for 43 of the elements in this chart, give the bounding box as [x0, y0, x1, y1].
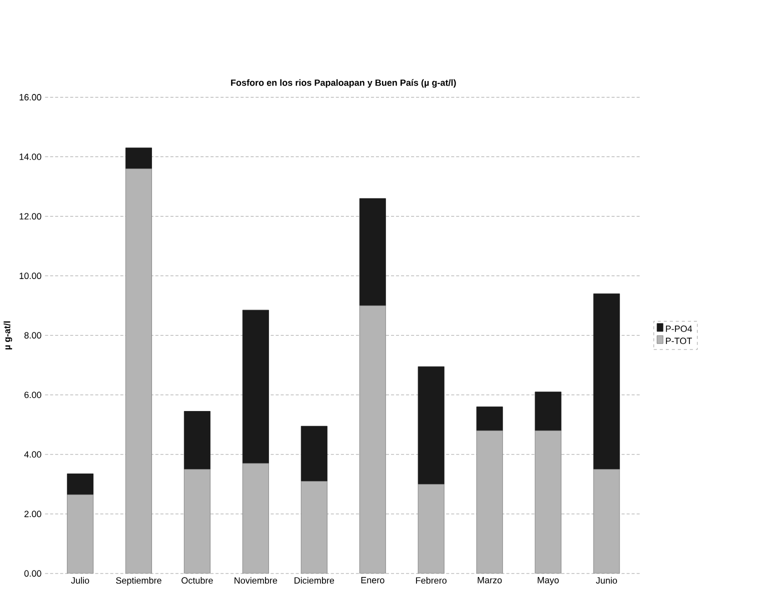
x-tick-label: Mayo [538, 577, 559, 586]
bar [476, 430, 503, 574]
y-tick-label: 8.00 [24, 332, 42, 339]
y-tick-label: 10.00 [20, 272, 42, 280]
x-tick-label: Septiembre [116, 577, 162, 586]
bar [359, 306, 386, 574]
bar [66, 474, 94, 496]
chart-title: Fosforo en los rios Papaloapan y Buen País (µ g-at/l) [231, 79, 456, 88]
bar [534, 430, 562, 574]
bar [66, 494, 94, 574]
bar [418, 484, 444, 574]
legend-label: P-TOT [666, 338, 692, 344]
x-tick-label: Noviembre [234, 577, 278, 584]
bar [242, 463, 269, 574]
y-tick-label: 16.00 [20, 94, 42, 101]
bar [300, 426, 328, 482]
y-tick-label: 4.00 [24, 451, 42, 458]
y-tick-label: 0.00 [24, 570, 42, 577]
bar [184, 469, 210, 574]
x-tick-label: Diciembre [294, 577, 334, 584]
bar [125, 148, 152, 170]
bar [593, 469, 620, 574]
bar [534, 392, 562, 432]
bar [593, 294, 620, 470]
bar [242, 310, 269, 464]
legend-label: P-PO4 [666, 326, 692, 332]
bar [418, 366, 444, 485]
x-tick-label: Enero [361, 577, 384, 584]
bar [300, 481, 328, 574]
x-tick-label: Julio [71, 577, 90, 584]
y-axis-title: µ g-at/l [4, 322, 12, 350]
x-tick-label: Marzo [478, 577, 502, 584]
y-tick-label: 6.00 [24, 392, 42, 398]
bar [359, 198, 386, 306]
bar [125, 168, 152, 574]
y-tick-label: 12.00 [20, 213, 42, 220]
x-tick-label: Junio [596, 577, 617, 584]
bar [184, 411, 210, 470]
x-tick-label: Febrero [416, 577, 447, 584]
bar [476, 406, 503, 432]
y-tick-label: 14.00 [20, 154, 42, 160]
y-tick-label: 2.00 [24, 510, 42, 518]
x-tick-label: Octubre [182, 577, 213, 584]
